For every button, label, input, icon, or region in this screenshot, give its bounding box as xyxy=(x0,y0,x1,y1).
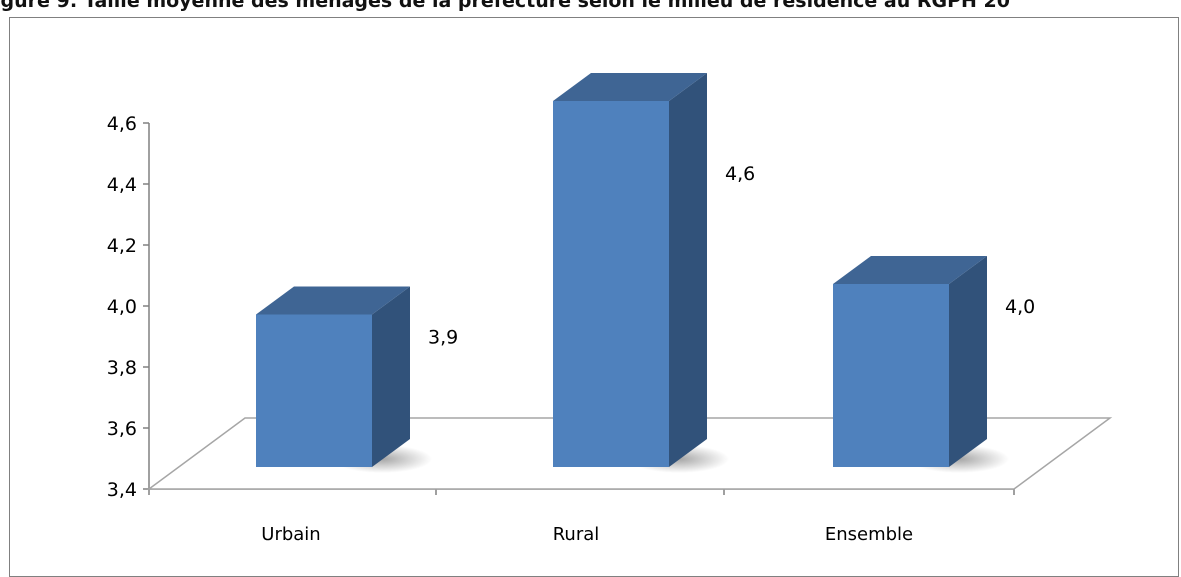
bar xyxy=(553,73,729,473)
bar xyxy=(256,286,432,473)
category-label: Ensemble xyxy=(825,524,913,545)
chart-title-bar: igure 9: Taille moyenne des ménages de l… xyxy=(0,0,1181,16)
data-label: 4,0 xyxy=(1005,296,1035,318)
axis-layer: 3,4 3,6 3,8 4,0 4,2 4,4 4,6 xyxy=(107,113,1015,501)
bar-front-face xyxy=(256,314,372,467)
bar-front-face xyxy=(553,101,669,467)
bars-layer xyxy=(256,73,1009,473)
bar-side-face xyxy=(949,256,987,467)
bar-top-face xyxy=(256,286,410,315)
chart-title: igure 9: Taille moyenne des ménages de l… xyxy=(0,0,1010,12)
data-label: 4,6 xyxy=(725,163,755,185)
bar-front-face xyxy=(833,284,949,467)
y-tick-label: 3,8 xyxy=(107,357,137,379)
category-label: Rural xyxy=(553,524,600,545)
bar-side-face xyxy=(669,73,707,467)
y-tick-label: 4,4 xyxy=(107,174,137,196)
y-tick-label: 4,6 xyxy=(107,113,137,135)
y-tick-label: 4,2 xyxy=(107,235,137,257)
bar-top-face xyxy=(553,73,707,101)
data-label: 3,9 xyxy=(428,327,458,349)
labels-layer: 3,9 Urbain 4,6 Rural 4,0 Ensemble xyxy=(261,163,1035,545)
bar-top-face xyxy=(833,256,987,284)
y-tick-label: 3,4 xyxy=(107,479,137,501)
bar xyxy=(833,256,1009,473)
y-tick-label: 4,0 xyxy=(107,296,137,318)
category-label: Urbain xyxy=(261,524,320,545)
y-tick-label: 3,6 xyxy=(107,418,137,440)
bar-side-face xyxy=(372,286,410,467)
